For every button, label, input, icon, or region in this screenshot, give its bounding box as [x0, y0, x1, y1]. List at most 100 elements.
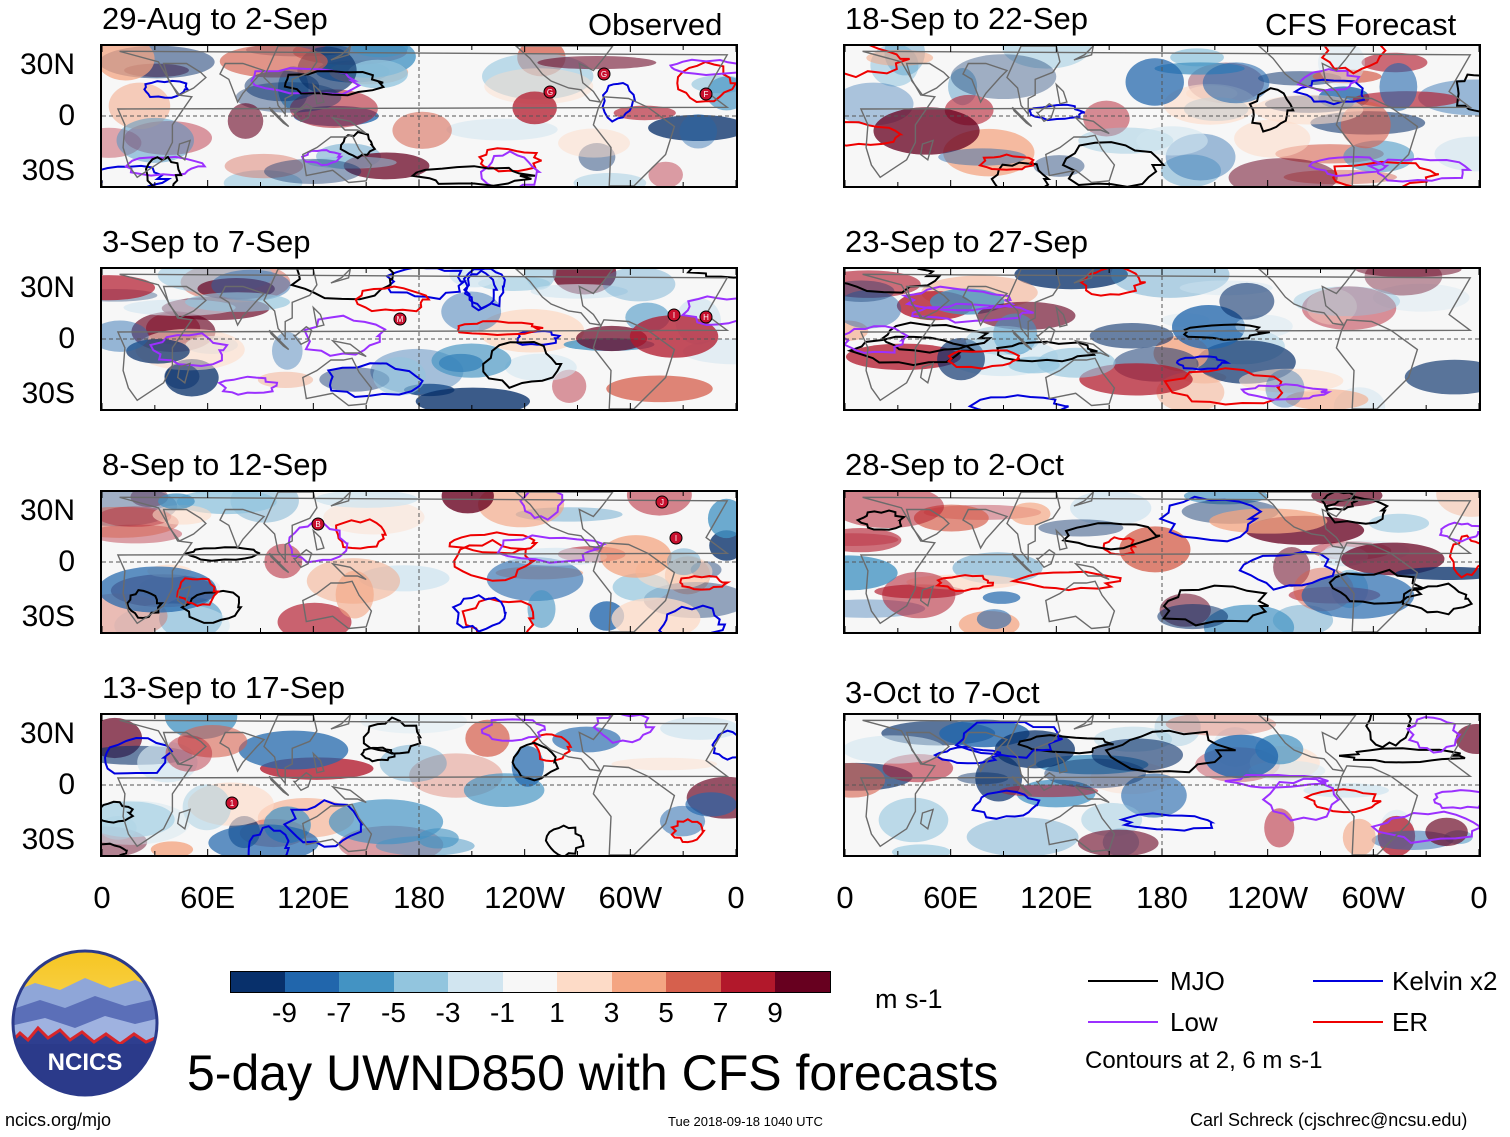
- colorbar-segment: [720, 971, 776, 993]
- panel-title: 23-Sep to 27-Sep: [845, 224, 1089, 259]
- legend-line-low: [1088, 1021, 1158, 1023]
- storm-marker: M: [393, 312, 407, 326]
- map-panel: [843, 44, 1481, 188]
- panel-title: 13-Sep to 17-Sep: [102, 670, 346, 705]
- legend-label-er: ER: [1392, 1007, 1429, 1037]
- storm-marker: I: [669, 531, 683, 545]
- storm-marker: G: [543, 85, 557, 99]
- panel-title: 8-Sep to 12-Sep: [102, 447, 328, 482]
- legend-label-kelvin: Kelvin x2: [1392, 966, 1498, 996]
- panel-title: 3-Sep to 7-Sep: [102, 224, 311, 259]
- wind-field: [845, 269, 1479, 409]
- wind-field: [845, 492, 1479, 632]
- footer-url[interactable]: ncics.org/mjo: [5, 1110, 112, 1130]
- storm-letter: I: [673, 311, 675, 320]
- colorbar-label: 7: [712, 997, 729, 1028]
- colorbar-segment: [502, 971, 558, 993]
- wind-field: [845, 46, 1479, 186]
- lat-label: 0: [58, 545, 75, 578]
- colorbar-label: 5: [658, 997, 674, 1028]
- legend-line-er: [1313, 1021, 1383, 1023]
- colorbar-label: 3: [603, 997, 620, 1028]
- lat-label: 30N: [19, 48, 75, 81]
- map-panel: [843, 267, 1481, 411]
- wind-field: [845, 715, 1479, 855]
- storm-marker: B: [311, 517, 325, 531]
- lon-label: 120W: [484, 880, 566, 915]
- colorbar-segment: [393, 971, 449, 993]
- lat-label: 30S: [21, 823, 75, 856]
- storm-marker: 1: [225, 796, 239, 810]
- contour-note: Contours at 2, 6 m s-1: [1085, 1047, 1323, 1074]
- storm-letter: F: [704, 90, 709, 99]
- lon-label: 0: [93, 880, 111, 915]
- storm-letter: G: [547, 88, 553, 97]
- map-panel: 1: [100, 713, 738, 857]
- lat-label: 0: [58, 322, 75, 355]
- wind-field: G G F: [102, 46, 736, 186]
- lon-label: 180: [393, 880, 445, 915]
- lon-label: 180: [1136, 880, 1188, 915]
- colorbar-label: 1: [549, 997, 565, 1028]
- legend-label-mjo: MJO: [1170, 966, 1225, 996]
- storm-letter: M: [397, 315, 404, 324]
- colorbar-segment: [339, 971, 395, 993]
- lon-label: 0: [836, 880, 854, 915]
- colorbar-segment: [611, 971, 667, 993]
- storm-letter: J: [660, 498, 664, 507]
- colorbar-label: -3: [435, 997, 461, 1028]
- storm-letter: G: [601, 70, 607, 79]
- storm-marker: J: [655, 495, 669, 509]
- map-panel: [843, 490, 1481, 634]
- panel-title: 29-Aug to 2-Sep: [102, 1, 328, 36]
- panel-title: 3-Oct to 7-Oct: [845, 675, 1040, 710]
- lat-label: 30N: [19, 494, 75, 527]
- lat-label: 0: [58, 99, 75, 132]
- storm-marker: H: [699, 310, 713, 324]
- lat-label: 30S: [21, 154, 75, 187]
- colorbar-segment: [775, 971, 831, 993]
- lat-label: 30S: [21, 377, 75, 410]
- lat-label: 30S: [21, 600, 75, 633]
- colorbar-segment: [284, 971, 340, 993]
- panel-title: 18-Sep to 22-Sep: [845, 1, 1089, 36]
- colorbar-label: -9: [272, 997, 297, 1028]
- lon-label: 0: [1470, 880, 1488, 915]
- lon-label: 60W: [598, 880, 663, 915]
- colorbar-label: -1: [490, 997, 515, 1028]
- figure-title: 5-day UWND850 with CFS forecasts: [187, 1045, 999, 1101]
- colorbar-units: m s-1: [875, 984, 943, 1014]
- colorbar-segment: [230, 971, 286, 993]
- wind-field: B J I: [102, 492, 736, 632]
- storm-letter: I: [675, 534, 677, 543]
- map-panel: G G F: [100, 44, 738, 188]
- colorbar-segment: [557, 971, 613, 993]
- footer-author: Carl Schreck (cjschrec@ncsu.edu): [1190, 1110, 1468, 1130]
- legend-line-kelvin: [1313, 980, 1383, 982]
- colorbar-label: -7: [326, 997, 352, 1028]
- wind-field: 1: [102, 715, 736, 855]
- storm-letter: B: [315, 520, 320, 529]
- storm-marker: G: [597, 67, 611, 81]
- lat-label: 0: [58, 768, 75, 801]
- lon-label: 60E: [923, 880, 979, 915]
- lat-label: 30N: [19, 717, 75, 750]
- ncics-logo: NCICS: [10, 948, 160, 1098]
- map-panel: B J I: [100, 490, 738, 634]
- observed-label: Observed: [588, 7, 723, 42]
- storm-marker: I: [667, 308, 681, 322]
- lon-label: 0: [727, 880, 745, 915]
- logo-text: NCICS: [48, 1049, 123, 1076]
- lon-label: 60E: [180, 880, 236, 915]
- map-panel: [843, 713, 1481, 857]
- storm-letter: 1: [230, 799, 235, 808]
- colorbar-segment: [448, 971, 504, 993]
- legend-line-mjo: [1088, 980, 1158, 982]
- storm-marker: F: [699, 87, 713, 101]
- storm-letter: H: [703, 313, 709, 322]
- colorbar-segment: [666, 971, 722, 993]
- lon-label: 120E: [277, 880, 350, 915]
- lon-label: 120E: [1020, 880, 1093, 915]
